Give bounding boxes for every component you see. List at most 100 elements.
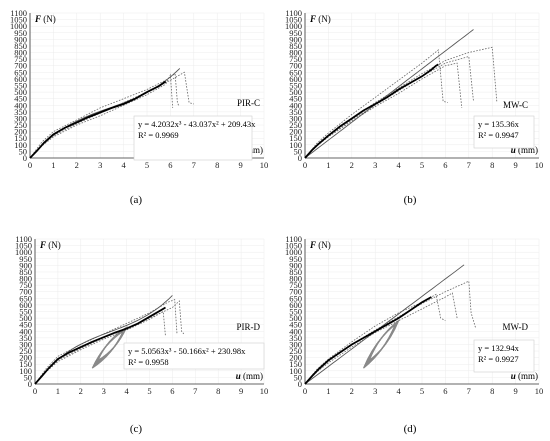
x-tick-label: 7 xyxy=(467,160,471,170)
y-tick-label: 1100 xyxy=(10,8,27,18)
y-tick-label: 250 xyxy=(289,346,302,356)
y-tick-label: 1100 xyxy=(285,234,302,244)
y-tick-label: 100 xyxy=(14,140,27,150)
x-tick-label: 5 xyxy=(147,386,151,396)
mean-curve xyxy=(29,80,167,159)
x-tick-label: 10 xyxy=(260,160,269,170)
y-tick-label: 100 xyxy=(289,140,302,150)
y-tick-label: 1000 xyxy=(10,21,27,31)
y-tick-label: 200 xyxy=(19,353,32,363)
y-tick-label: 1000 xyxy=(15,247,32,257)
y-tick-label: 300 xyxy=(289,339,302,349)
sample-label: PIR-D xyxy=(236,322,260,332)
y-tick-label: 350 xyxy=(289,107,302,117)
y-tick-label: 450 xyxy=(19,320,32,330)
y-tick-label: 600 xyxy=(14,74,27,84)
y-tick-label: 300 xyxy=(19,339,32,349)
y-tick-label: 450 xyxy=(289,320,302,330)
y-tick-label: 1050 xyxy=(285,15,302,25)
x-tick-label: 1 xyxy=(326,160,330,170)
y-tick-label: 950 xyxy=(19,254,32,264)
x-tick-label: 6 xyxy=(168,160,172,170)
y-tick-label: 0 xyxy=(298,153,302,163)
y-axis-label: F (N) xyxy=(309,14,331,24)
y-tick-label: 600 xyxy=(289,300,302,310)
x-tick-label: 9 xyxy=(513,160,517,170)
mean-curve xyxy=(304,63,439,159)
y-tick-label: 800 xyxy=(14,48,27,58)
y-tick-label: 850 xyxy=(289,41,302,51)
y-tick-label: 150 xyxy=(289,359,302,369)
x-tick-label: 9 xyxy=(238,160,242,170)
test-curve-3 xyxy=(29,73,174,159)
y-tick-label: 750 xyxy=(14,54,27,64)
y-tick-label: 500 xyxy=(14,87,27,97)
y-tick-label: 600 xyxy=(19,300,32,310)
y-tick-label: 650 xyxy=(289,293,302,303)
y-tick-label: 800 xyxy=(19,274,32,284)
y-tick-label: 450 xyxy=(289,94,302,104)
y-tick-label: 1000 xyxy=(285,247,302,257)
x-tick-label: 9 xyxy=(239,386,243,396)
r-squared: R² = 0.9969 xyxy=(138,130,179,140)
x-axis-label: u (mm) xyxy=(511,145,538,155)
y-tick-label: 800 xyxy=(289,48,302,58)
x-tick-label: 8 xyxy=(490,386,494,396)
r-squared: R² = 0.9927 xyxy=(478,354,519,364)
hysteresis-loop xyxy=(97,325,128,361)
y-tick-label: 300 xyxy=(14,113,27,123)
equation-box xyxy=(123,342,265,370)
x-tick-label: 10 xyxy=(260,386,269,396)
test-curve-1 xyxy=(29,72,179,159)
x-tick-label: 7 xyxy=(192,160,196,170)
x-tick-label: 3 xyxy=(373,386,377,396)
y-tick-label: 0 xyxy=(28,379,32,389)
y-tick-label: 400 xyxy=(289,326,302,336)
y-tick-label: 800 xyxy=(289,274,302,284)
x-axis-label: u (mm) xyxy=(236,371,263,381)
panel-label: (d) xyxy=(404,423,417,435)
test-curve-3 xyxy=(304,46,498,159)
x-axis-label: u (mm) xyxy=(511,371,538,381)
x-tick-label: 2 xyxy=(75,160,79,170)
panel-label: (a) xyxy=(130,194,143,206)
y-tick-label: 900 xyxy=(14,34,27,44)
test-curve-1 xyxy=(34,299,178,385)
y-tick-label: 200 xyxy=(289,127,302,137)
sample-label: MW-D xyxy=(503,322,529,332)
y-tick-label: 950 xyxy=(14,28,27,38)
x-tick-label: 0 xyxy=(33,386,37,396)
y-tick-label: 700 xyxy=(14,61,27,71)
y-tick-label: 150 xyxy=(289,133,302,143)
chart-panel-2: 0 1 2 3 4 5 6 7 8 9 100501001502002503003504004505… xyxy=(285,8,543,206)
panel-label: (b) xyxy=(404,194,417,206)
x-tick-label: 4 xyxy=(396,386,401,396)
x-tick-label: 6 xyxy=(443,386,447,396)
y-tick-label: 250 xyxy=(19,346,32,356)
test-curve-1 xyxy=(304,293,446,385)
x-tick-label: 0 xyxy=(303,386,307,396)
y-tick-label: 50 xyxy=(294,146,303,156)
hysteresis-loop xyxy=(368,319,400,361)
y-axis-label: F (N) xyxy=(309,240,331,250)
fit-equation: y = 5.0563x³ - 50.166x² + 230.98x xyxy=(128,346,246,356)
y-tick-label: 300 xyxy=(289,113,302,123)
test-curve-1 xyxy=(304,49,448,159)
x-tick-label: 5 xyxy=(145,160,149,170)
y-tick-label: 550 xyxy=(19,307,32,317)
y-tick-label: 1050 xyxy=(10,15,27,25)
mean-curve xyxy=(304,296,432,385)
r-squared: R² = 0.9947 xyxy=(478,130,519,140)
x-tick-label: 7 xyxy=(193,386,197,396)
y-tick-label: 900 xyxy=(289,260,302,270)
y-tick-label: 50 xyxy=(24,372,33,382)
x-tick-label: 2 xyxy=(79,386,83,396)
chart-panel-3: 0 1 2 3 4 5 6 7 8 9 100501001502002503003504004505… xyxy=(15,234,268,435)
y-tick-label: 750 xyxy=(289,280,302,290)
x-tick-label: 1 xyxy=(56,386,60,396)
y-tick-label: 200 xyxy=(14,127,27,137)
y-tick-label: 550 xyxy=(289,81,302,91)
equation-box xyxy=(473,339,535,373)
y-tick-label: 600 xyxy=(289,74,302,84)
x-tick-label: 4 xyxy=(124,386,129,396)
